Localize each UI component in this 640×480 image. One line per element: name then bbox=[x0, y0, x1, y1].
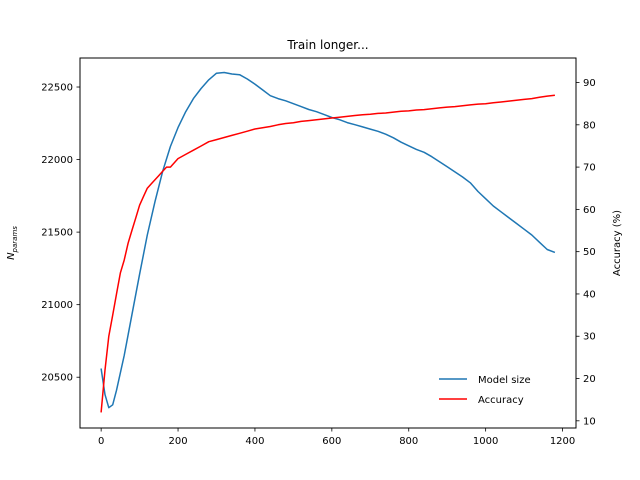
left-tick-label: 21500 bbox=[41, 228, 73, 239]
x-tick-label: 1000 bbox=[473, 436, 498, 447]
right-tick-label: 70 bbox=[583, 163, 596, 174]
right-axis-title: Accuracy (%) bbox=[612, 210, 623, 276]
right-tick-label: 20 bbox=[583, 374, 596, 385]
plot-lines bbox=[100, 71, 556, 413]
left-axis-title-main: N bbox=[6, 252, 17, 260]
right-axis-ticks: 10 20 30 40 50 60 70 80 90 bbox=[576, 78, 596, 427]
chart-title: Train longer... bbox=[286, 38, 368, 52]
left-tick-label: 22000 bbox=[41, 155, 73, 166]
left-tick-label: 22500 bbox=[41, 83, 73, 94]
legend-label-accuracy: Accuracy bbox=[478, 395, 524, 406]
x-tick-label: 1200 bbox=[550, 436, 575, 447]
x-tick-label: 400 bbox=[245, 436, 264, 447]
left-tick-label: 21000 bbox=[41, 300, 73, 311]
right-tick-label: 90 bbox=[583, 78, 596, 89]
series-line-accuracy bbox=[100, 94, 555, 413]
left-axis-ticks: 20500 21000 21500 22000 22500 bbox=[41, 83, 80, 384]
right-tick-label: 30 bbox=[583, 332, 596, 343]
plot-frame bbox=[79, 57, 577, 429]
left-axis-title: Nparams bbox=[6, 226, 19, 260]
x-tick-label: 200 bbox=[168, 436, 187, 447]
right-tick-label: 40 bbox=[583, 289, 596, 300]
x-tick-label: 800 bbox=[399, 436, 418, 447]
left-axis-title-sub: params bbox=[11, 226, 19, 254]
right-tick-label: 10 bbox=[583, 416, 596, 427]
left-tick-label: 20500 bbox=[41, 373, 73, 384]
x-axis-ticks: 0 200 400 600 800 1000 1200 bbox=[98, 428, 575, 447]
legend-label-model-size: Model size bbox=[478, 375, 531, 386]
right-tick-label: 60 bbox=[583, 205, 596, 216]
legend: Model size Accuracy bbox=[439, 375, 531, 406]
right-tick-label: 80 bbox=[583, 120, 596, 131]
right-tick-label: 50 bbox=[583, 247, 596, 258]
x-tick-label: 0 bbox=[98, 436, 104, 447]
series-line-model-size bbox=[100, 71, 556, 409]
x-tick-label: 600 bbox=[322, 436, 341, 447]
